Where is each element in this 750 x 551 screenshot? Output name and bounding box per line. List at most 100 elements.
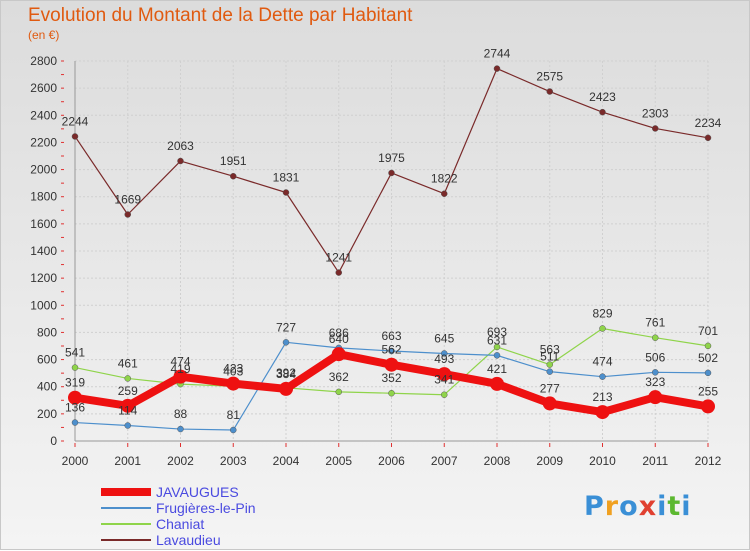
data-label: 419 (170, 362, 190, 376)
y-tick-label: 0 (50, 434, 57, 448)
data-label: 506 (645, 350, 665, 364)
series-point-0 (120, 398, 135, 413)
series-point-3 (282, 189, 290, 196)
logo-letter: P (584, 491, 605, 522)
chart-axes: 0 200 400 600 800 1000 1200 1400 1600 1800 2000 220… (30, 54, 721, 468)
series-point-3 (388, 169, 395, 177)
x-tick-label: 2006 (378, 454, 405, 468)
y-tick-label: 2800 (30, 54, 57, 68)
series-point-3 (177, 157, 184, 165)
x-tick-label: 2010 (589, 454, 616, 468)
data-label: 2423 (589, 90, 616, 104)
series-point-2 (599, 325, 606, 332)
series-point-3 (652, 125, 659, 132)
data-label: 114 (118, 404, 137, 418)
x-tick-label: 2001 (114, 454, 141, 468)
legend-swatch (101, 539, 151, 541)
x-tick-label: 2000 (62, 454, 89, 468)
data-label: 474 (170, 355, 190, 369)
data-label: 319 (65, 376, 85, 390)
y-tick-label: 2200 (30, 135, 57, 149)
series-point-0 (68, 390, 82, 405)
series-point-1 (71, 419, 79, 426)
data-label: 341 (434, 373, 454, 387)
series-point-0 (542, 396, 557, 411)
x-tick-label: 2004 (273, 454, 300, 468)
x-tick-label: 2007 (431, 454, 458, 468)
series-point-3 (71, 133, 79, 140)
logo-letter: i (657, 491, 668, 522)
data-label: 2244 (62, 114, 89, 128)
legend-swatch (101, 488, 151, 496)
series-point-1 (388, 347, 395, 355)
series-point-0 (279, 381, 293, 396)
data-label: 541 (65, 346, 85, 360)
y-tick-label: 2600 (30, 81, 57, 95)
y-tick-label: 2400 (30, 108, 57, 122)
series-point-2 (493, 343, 501, 351)
data-label: 1822 (431, 172, 458, 186)
data-label: 2575 (536, 70, 563, 84)
legend-label: Lavaudieu (156, 532, 221, 548)
chart-title: Evolution du Montant de la Dette par Hab… (28, 5, 413, 26)
x-tick-label: 2005 (325, 454, 352, 468)
logo-letter: t (667, 491, 682, 522)
data-label: 727 (276, 320, 296, 334)
data-label: 352 (381, 371, 401, 385)
series-point-2 (124, 375, 131, 382)
series-point-1 (704, 369, 712, 377)
series-point-3 (704, 134, 712, 142)
data-label: 384 (276, 367, 296, 381)
series-point-3 (599, 108, 606, 116)
series-point-3 (546, 88, 553, 95)
series-point-0 (595, 405, 610, 420)
data-label: 631 (487, 333, 507, 347)
data-label: 663 (381, 329, 401, 343)
data-label: 502 (698, 351, 718, 365)
series-point-3 (441, 190, 448, 197)
data-label: 2744 (484, 47, 511, 61)
data-label: 761 (645, 316, 665, 330)
series-point-0 (490, 376, 504, 391)
series-point-1 (441, 350, 448, 357)
legend-item: Lavaudieu (101, 532, 401, 548)
y-tick-label: 800 (37, 325, 57, 339)
logo-letter: x (638, 491, 658, 522)
y-tick-label: 2000 (30, 163, 57, 177)
data-label: 829 (592, 306, 612, 320)
y-tick-label: 1200 (30, 271, 57, 285)
y-tick-label: 1800 (30, 190, 57, 204)
series-point-2 (388, 389, 395, 397)
series-point-1 (124, 422, 131, 429)
series-point-2 (71, 364, 79, 371)
data-label: 392 (276, 366, 296, 380)
series-point-0 (384, 357, 399, 372)
chart-legend: JAVAUGUES Frugières-le-Pin Chaniat Lavaudie… (101, 484, 401, 548)
data-label: 493 (434, 352, 454, 366)
data-label: 474 (592, 355, 612, 369)
data-label: 562 (381, 343, 401, 357)
x-tick-label: 2011 (642, 454, 668, 468)
legend-item: JAVAUGUES (101, 484, 401, 500)
data-label: 640 (329, 332, 349, 346)
series-point-1 (652, 369, 659, 376)
data-label: 2234 (695, 116, 722, 130)
y-tick-label: 1600 (30, 217, 57, 231)
logo-letter: o (619, 491, 639, 522)
series-point-3 (335, 269, 342, 276)
data-label: 403 (223, 364, 243, 378)
data-label: 277 (540, 381, 560, 395)
series-point-0 (331, 347, 346, 362)
series-point-2 (441, 391, 448, 398)
data-label: 81 (227, 408, 241, 422)
data-label: 88 (174, 407, 188, 421)
series-point-0 (437, 367, 452, 382)
series-point-3 (230, 172, 237, 180)
legend-label: Chaniat (156, 516, 205, 532)
x-tick-label: 2003 (220, 454, 247, 468)
series-point-2 (652, 334, 659, 341)
data-label: 213 (592, 390, 612, 404)
series-point-0 (701, 399, 715, 414)
data-label: 1241 (325, 251, 352, 265)
